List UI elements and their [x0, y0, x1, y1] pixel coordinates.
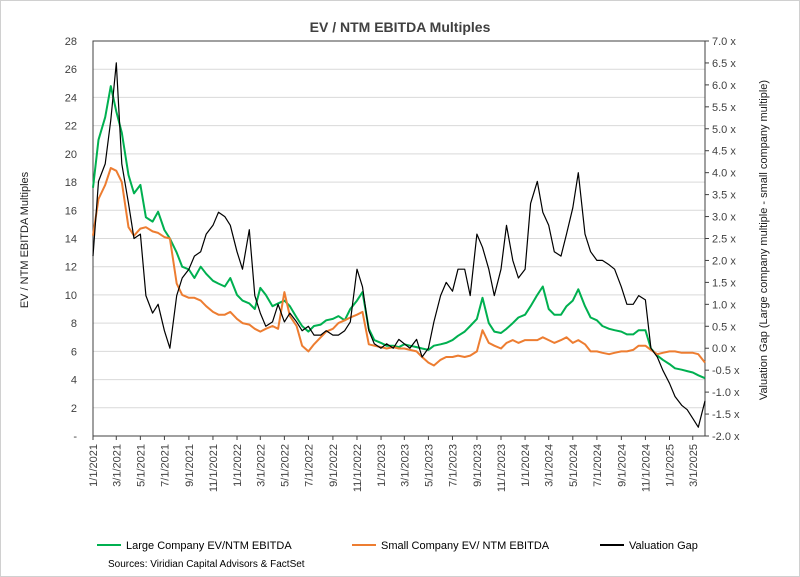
- right-tick-label: 7.0 x: [712, 36, 736, 48]
- right-tick-label: -2.0 x: [712, 431, 740, 443]
- left-tick-label: 28: [65, 36, 77, 48]
- chart-title: EV / NTM EBITDA Multiples: [310, 19, 491, 35]
- x-tick-label: 9/1/2024: [616, 444, 628, 487]
- right-tick-label: 4.5 x: [712, 146, 736, 158]
- right-tick-label: 4.0 x: [712, 168, 736, 180]
- series-line-valuation-gap: [92, 62, 706, 428]
- left-tick-label: 20: [65, 149, 77, 161]
- x-tick-label: 3/1/2021: [111, 444, 123, 487]
- x-tick-label: 3/1/2022: [255, 444, 267, 487]
- x-tick-label: 3/1/2025: [688, 444, 700, 487]
- source-text: : Viridian Capital Advisors & FactSet: [145, 559, 305, 570]
- series-line-small-company-ev-ntm-ebitda: [92, 167, 706, 367]
- left-tick-label: 16: [65, 205, 77, 217]
- x-axis: 1/1/2021 3/1/2021 5/1/2021 7/1/2021 9/1/2021…: [88, 436, 700, 492]
- right-tick-label: 1.0 x: [712, 299, 736, 311]
- left-tick-label: 8: [71, 318, 77, 330]
- right-tick-label: 0.0 x: [712, 343, 736, 355]
- left-tick-label: -: [73, 431, 77, 443]
- right-axis-title: Valuation Gap (Large company multiple - …: [758, 80, 770, 400]
- right-tick-label: 1.5 x: [712, 277, 736, 289]
- x-tick-label: 1/1/2023: [376, 444, 388, 487]
- left-tick-label: 22: [65, 121, 77, 133]
- gridlines: [93, 40, 705, 409]
- left-axis-title: EV / NTM EBITDA Multiples: [19, 171, 31, 308]
- left-tick-label: 24: [65, 92, 77, 104]
- series-lines: [92, 62, 706, 428]
- right-tick-label: -1.0 x: [712, 387, 740, 399]
- x-tick-label: 3/1/2024: [544, 444, 556, 487]
- x-tick-label: 7/1/2022: [303, 444, 315, 487]
- left-tick-label: 26: [65, 64, 77, 76]
- x-tick-label: 11/1/2023: [496, 444, 508, 492]
- x-tick-label: 11/1/2022: [352, 444, 364, 492]
- right-tick-label: -1.5 x: [712, 409, 740, 421]
- legend-label-large-company-ev-ntm-ebitda: Large Company EV/NTM EBITDA: [126, 540, 292, 552]
- x-tick-label: 9/1/2022: [328, 444, 340, 487]
- left-tick-label: 4: [71, 375, 77, 387]
- x-tick-label: 1/1/2021: [88, 444, 100, 487]
- right-tick-label: 2.5 x: [712, 234, 736, 246]
- x-tick-label: 9/1/2023: [472, 444, 484, 487]
- source-label: Sources: [108, 559, 145, 570]
- x-tick-label: 1/1/2022: [232, 444, 244, 487]
- series-line-large-company-ev-ntm-ebitda: [92, 85, 706, 380]
- source-note: Sources: Viridian Capital Advisors & Fac…: [108, 559, 305, 570]
- right-tick-label: 0.5 x: [712, 321, 736, 333]
- right-tick-label: 6.5 x: [712, 58, 736, 70]
- x-tick-label: 11/1/2024: [640, 444, 652, 492]
- x-tick-label: 5/1/2022: [279, 444, 291, 487]
- right-tick-label: 2.0 x: [712, 255, 736, 267]
- x-tick-label: 11/1/2021: [208, 444, 220, 492]
- legend-label-small-company-ev-ntm-ebitda: Small Company EV/ NTM EBITDA: [381, 540, 550, 552]
- left-tick-label: 2: [71, 403, 77, 415]
- x-tick-label: 9/1/2021: [184, 444, 196, 487]
- left-tick-label: 18: [65, 177, 77, 189]
- right-tick-label: 5.0 x: [712, 124, 736, 136]
- left-tick-label: 14: [65, 234, 77, 246]
- x-tick-label: 5/1/2023: [423, 444, 435, 487]
- x-tick-label: 3/1/2023: [399, 444, 411, 487]
- left-tick-label: 6: [71, 346, 77, 358]
- right-tick-label: 3.5 x: [712, 190, 736, 202]
- legend: Large Company EV/NTM EBITDA Small Company…: [97, 540, 698, 552]
- right-tick-label: -0.5 x: [712, 365, 740, 377]
- right-tick-label: 3.0 x: [712, 212, 736, 224]
- left-tick-label: 10: [65, 290, 77, 302]
- x-tick-label: 1/1/2025: [664, 444, 676, 487]
- right-tick-label: 6.0 x: [712, 80, 736, 92]
- right-tick-label: 5.5 x: [712, 102, 736, 114]
- x-tick-label: 1/1/2024: [520, 444, 532, 487]
- left-tick-label: 12: [65, 262, 77, 274]
- x-tick-label: 5/1/2024: [568, 444, 580, 487]
- legend-label-valuation-gap: Valuation Gap: [629, 540, 698, 552]
- x-tick-label: 7/1/2023: [447, 444, 459, 487]
- x-tick-label: 7/1/2024: [592, 444, 604, 487]
- right-axis: -2.0 x -1.5 x -1.0 x -0.5 x 0.0 x 0.5 x 1.0 x 1…: [705, 36, 740, 443]
- x-tick-label: 7/1/2021: [159, 444, 171, 487]
- x-tick-label: 5/1/2021: [135, 444, 147, 487]
